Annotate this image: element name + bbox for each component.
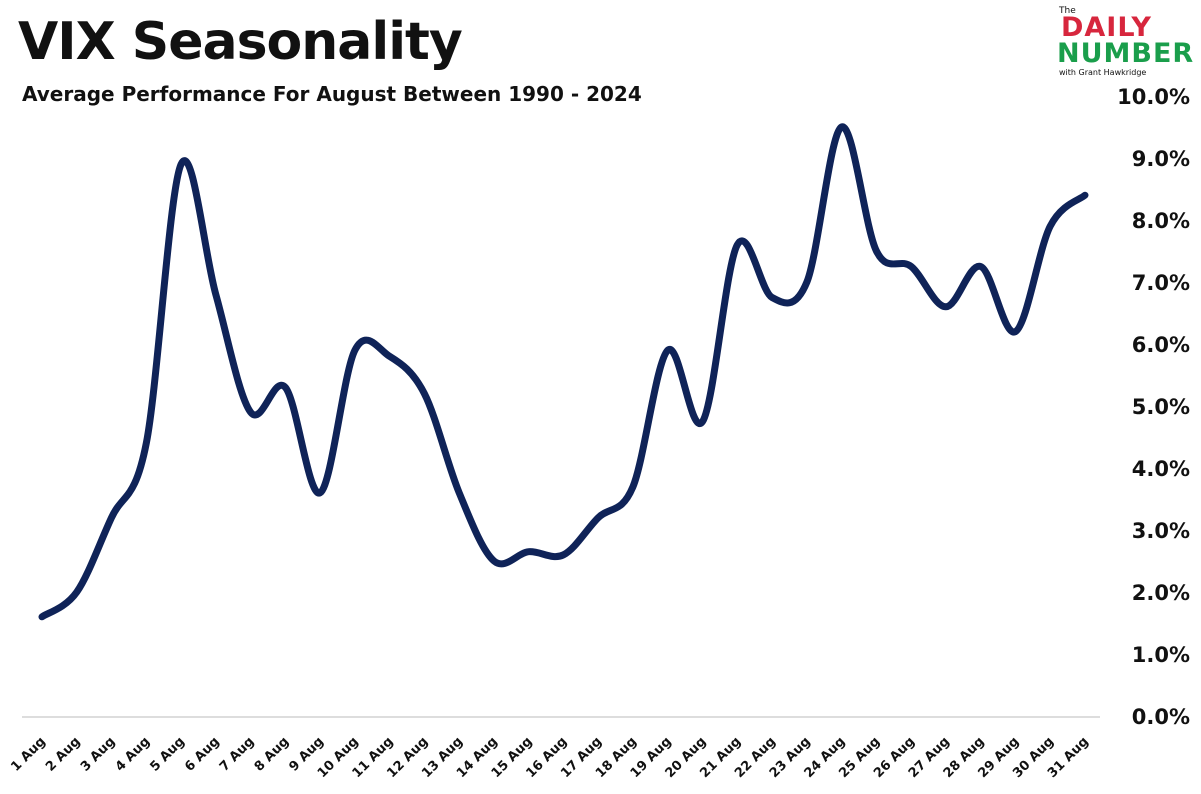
y-tick-label: 1.0% bbox=[1132, 643, 1190, 667]
x-tick-label: 7 Aug bbox=[217, 734, 257, 774]
daily-number-logo: The DAILY NUMBER with Grant Hawkridge bbox=[1055, 6, 1195, 78]
x-tick-label: 6 Aug bbox=[182, 734, 222, 774]
y-tick-label: 2.0% bbox=[1132, 581, 1190, 605]
series-line bbox=[38, 123, 1089, 621]
logo-daily: DAILY bbox=[1061, 12, 1152, 43]
x-tick-label: 8 Aug bbox=[252, 734, 292, 774]
logo-the: The bbox=[1059, 6, 1076, 16]
logo-tagline: with Grant Hawkridge bbox=[1059, 68, 1147, 77]
x-tick-label: 4 Aug bbox=[113, 734, 153, 774]
y-tick-label: 7.0% bbox=[1132, 271, 1190, 295]
chart-title: VIX Seasonality bbox=[18, 12, 463, 72]
chart-subtitle: Average Performance For August Between 1… bbox=[22, 82, 642, 106]
y-tick-label: 3.0% bbox=[1132, 519, 1190, 543]
x-tick-label: 3 Aug bbox=[78, 734, 118, 774]
x-tick-label: 2 Aug bbox=[43, 734, 83, 774]
y-tick-label: 4.0% bbox=[1132, 457, 1190, 481]
y-axis-ticks: 0.0% 1.0% 2.0% 3.0% 4.0% 5.0% 6.0% 7.0% 8.0% 9.0%… bbox=[1117, 85, 1190, 729]
y-tick-label: 10.0% bbox=[1117, 85, 1190, 109]
y-tick-label: 9.0% bbox=[1132, 147, 1190, 171]
y-tick-label: 0.0% bbox=[1132, 705, 1190, 729]
y-tick-label: 6.0% bbox=[1132, 333, 1190, 357]
logo-number: NUMBER bbox=[1057, 38, 1195, 69]
x-tick-label: 5 Aug bbox=[147, 734, 187, 774]
x-tick-label: 1 Aug bbox=[8, 734, 48, 774]
y-tick-label: 5.0% bbox=[1132, 395, 1190, 419]
y-tick-label: 8.0% bbox=[1132, 209, 1190, 233]
